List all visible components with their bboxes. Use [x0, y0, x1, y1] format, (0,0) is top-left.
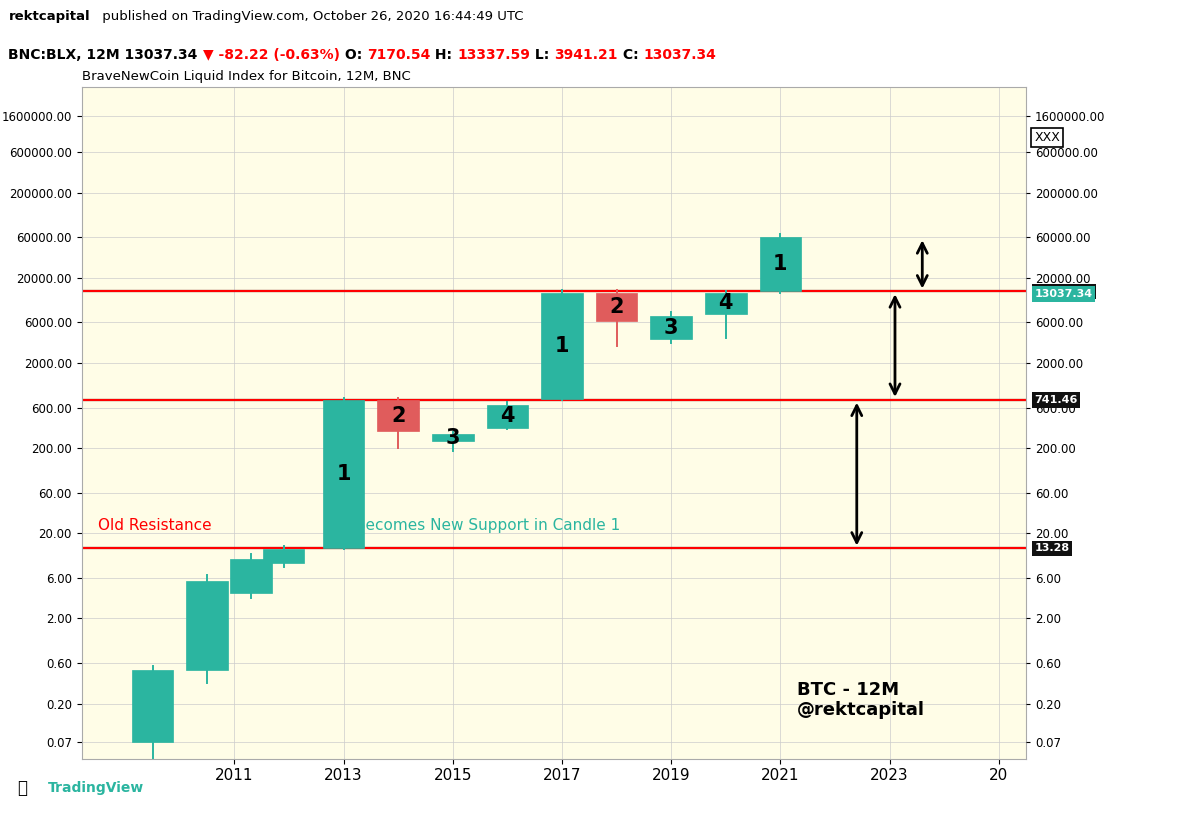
- Text: 3: 3: [445, 428, 460, 448]
- Text: published on TradingView.com, October 26, 2020 16:44:49 UTC: published on TradingView.com, October 26…: [98, 11, 524, 24]
- Text: 2: 2: [391, 405, 406, 426]
- Text: 1: 1: [773, 254, 787, 274]
- Text: 4: 4: [719, 293, 733, 313]
- Text: 3: 3: [664, 317, 678, 338]
- Bar: [487, 405, 528, 427]
- Bar: [650, 316, 692, 339]
- Bar: [760, 238, 802, 291]
- Bar: [432, 435, 474, 441]
- Text: Becomes New Support in Candle 1: Becomes New Support in Candle 1: [354, 519, 619, 533]
- Text: 13924.11: 13924.11: [1034, 287, 1093, 296]
- Bar: [230, 559, 271, 593]
- Text: 3941.21: 3941.21: [554, 47, 618, 62]
- Bar: [132, 670, 173, 742]
- Text: 741.46: 741.46: [1034, 395, 1078, 405]
- Text: BNC:BLX, 12M 13037.34: BNC:BLX, 12M 13037.34: [8, 47, 203, 62]
- Text: ▼ -82.22 (-0.63%): ▼ -82.22 (-0.63%): [203, 47, 340, 62]
- Text: BraveNewCoin Liquid Index for Bitcoin, 12M, BNC: BraveNewCoin Liquid Index for Bitcoin, 1…: [82, 70, 410, 83]
- Text: 📈: 📈: [17, 778, 28, 797]
- Text: 13037.34: 13037.34: [1034, 289, 1092, 299]
- Text: 13.28: 13.28: [1034, 544, 1069, 554]
- Bar: [596, 293, 637, 322]
- Bar: [263, 549, 305, 562]
- Text: 13337.59: 13337.59: [457, 47, 530, 62]
- Text: 4: 4: [500, 406, 515, 426]
- Text: O:: O:: [340, 47, 367, 62]
- Text: 2: 2: [610, 297, 624, 317]
- Text: 7170.54: 7170.54: [367, 47, 430, 62]
- Bar: [186, 581, 228, 670]
- Text: XXX: XXX: [1034, 131, 1061, 144]
- Text: TradingView: TradingView: [48, 781, 144, 794]
- Text: rektcapital: rektcapital: [8, 11, 90, 24]
- Text: Old Resistance: Old Resistance: [98, 519, 211, 533]
- Text: 1: 1: [554, 336, 569, 357]
- Bar: [706, 292, 746, 314]
- Text: 13037.34: 13037.34: [643, 47, 716, 62]
- Text: 1: 1: [336, 464, 350, 484]
- Text: BTC - 12M
@rektcapital: BTC - 12M @rektcapital: [797, 681, 925, 720]
- Bar: [541, 293, 583, 400]
- Text: L:: L:: [530, 47, 554, 62]
- Text: H:: H:: [430, 47, 457, 62]
- Text: C:: C:: [618, 47, 643, 62]
- Bar: [378, 400, 419, 431]
- Bar: [323, 400, 365, 548]
